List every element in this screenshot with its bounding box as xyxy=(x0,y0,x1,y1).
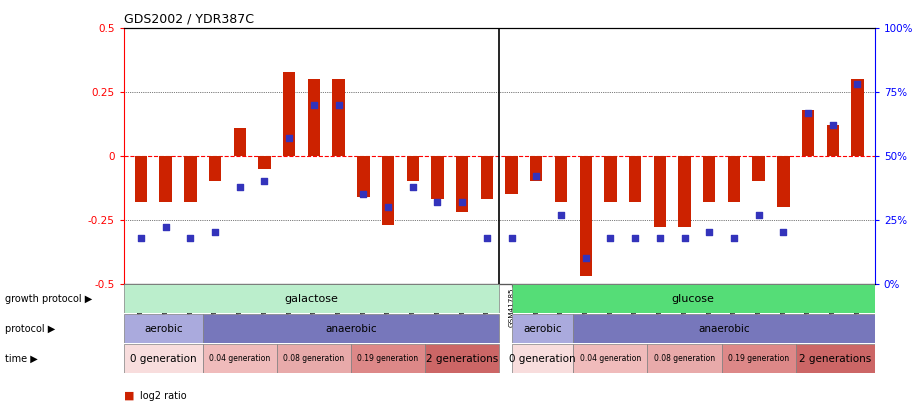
Bar xyxy=(506,156,518,194)
Bar xyxy=(722,344,796,373)
Bar xyxy=(796,344,875,373)
Bar xyxy=(431,156,443,199)
Point xyxy=(455,198,470,205)
Bar xyxy=(851,79,864,156)
Bar xyxy=(555,156,567,202)
Point xyxy=(307,102,322,108)
Point xyxy=(406,183,420,190)
Text: 0 generation: 0 generation xyxy=(509,354,576,364)
Point xyxy=(677,234,692,241)
Bar xyxy=(573,344,648,373)
Text: galactose: galactose xyxy=(285,294,338,304)
Point xyxy=(776,229,791,236)
Text: 0.04 generation: 0.04 generation xyxy=(580,354,641,363)
Text: glucose: glucose xyxy=(671,294,714,304)
Text: 2 generations: 2 generations xyxy=(426,354,498,364)
Bar xyxy=(752,156,765,181)
Point xyxy=(529,173,543,179)
Bar xyxy=(124,284,499,313)
Bar xyxy=(573,314,875,343)
Bar xyxy=(234,128,246,156)
Point xyxy=(603,234,617,241)
Bar xyxy=(407,156,419,181)
Bar xyxy=(425,344,499,373)
Point xyxy=(158,224,173,230)
Bar xyxy=(654,156,666,227)
Bar xyxy=(382,156,394,225)
Text: protocol ▶: protocol ▶ xyxy=(5,324,55,334)
Bar xyxy=(124,314,202,343)
Point xyxy=(702,229,716,236)
Text: aerobic: aerobic xyxy=(144,324,182,334)
Point xyxy=(208,229,223,236)
Bar xyxy=(333,79,344,156)
Bar xyxy=(826,125,839,156)
Bar xyxy=(202,344,277,373)
Point xyxy=(282,135,297,141)
Bar xyxy=(728,156,740,202)
Text: 0 generation: 0 generation xyxy=(130,354,197,364)
Text: anaerobic: anaerobic xyxy=(325,324,376,334)
Point xyxy=(726,234,741,241)
Point xyxy=(431,198,445,205)
Text: time ▶: time ▶ xyxy=(5,354,38,364)
Bar xyxy=(184,156,197,202)
Bar xyxy=(511,284,875,313)
Point xyxy=(825,122,840,128)
Text: anaerobic: anaerobic xyxy=(698,324,750,334)
Text: GDS2002 / YDR387C: GDS2002 / YDR387C xyxy=(124,13,254,26)
Bar xyxy=(580,156,592,276)
Bar xyxy=(703,156,715,202)
Point xyxy=(850,81,865,88)
Bar xyxy=(481,156,493,199)
Bar xyxy=(456,156,468,212)
Text: 0.08 generation: 0.08 generation xyxy=(654,354,715,363)
Point xyxy=(553,211,568,218)
Text: 0.19 generation: 0.19 generation xyxy=(357,354,419,363)
Point xyxy=(134,234,148,241)
Bar xyxy=(283,72,295,156)
Point xyxy=(504,234,518,241)
Point xyxy=(480,234,495,241)
Bar xyxy=(209,156,222,181)
Bar xyxy=(351,344,425,373)
Text: aerobic: aerobic xyxy=(523,324,562,334)
Point xyxy=(233,183,247,190)
Point xyxy=(652,234,667,241)
Bar xyxy=(802,110,814,156)
Bar xyxy=(308,79,320,156)
Bar xyxy=(277,344,351,373)
Bar xyxy=(648,344,722,373)
Bar xyxy=(159,156,172,202)
Bar xyxy=(679,156,691,227)
Text: 0.08 generation: 0.08 generation xyxy=(283,354,344,363)
Bar xyxy=(511,344,573,373)
Point xyxy=(627,234,642,241)
Bar xyxy=(202,314,499,343)
Bar xyxy=(530,156,542,181)
Text: 2 generations: 2 generations xyxy=(799,354,871,364)
Text: log2 ratio: log2 ratio xyxy=(140,391,187,401)
Point xyxy=(381,204,396,210)
Text: ■: ■ xyxy=(124,391,134,401)
Point xyxy=(578,255,593,261)
Bar xyxy=(357,156,369,197)
Point xyxy=(356,191,371,197)
Point xyxy=(257,178,272,185)
Bar xyxy=(605,156,616,202)
Bar xyxy=(777,156,790,207)
Point xyxy=(332,102,346,108)
Text: 0.04 generation: 0.04 generation xyxy=(209,354,270,363)
Bar xyxy=(258,156,270,168)
Point xyxy=(801,109,815,116)
Bar xyxy=(511,314,573,343)
Text: growth protocol ▶: growth protocol ▶ xyxy=(5,294,92,304)
Bar xyxy=(135,156,147,202)
Bar xyxy=(629,156,641,202)
Bar xyxy=(124,344,202,373)
Point xyxy=(183,234,198,241)
Point xyxy=(751,211,766,218)
Text: 0.19 generation: 0.19 generation xyxy=(728,354,790,363)
